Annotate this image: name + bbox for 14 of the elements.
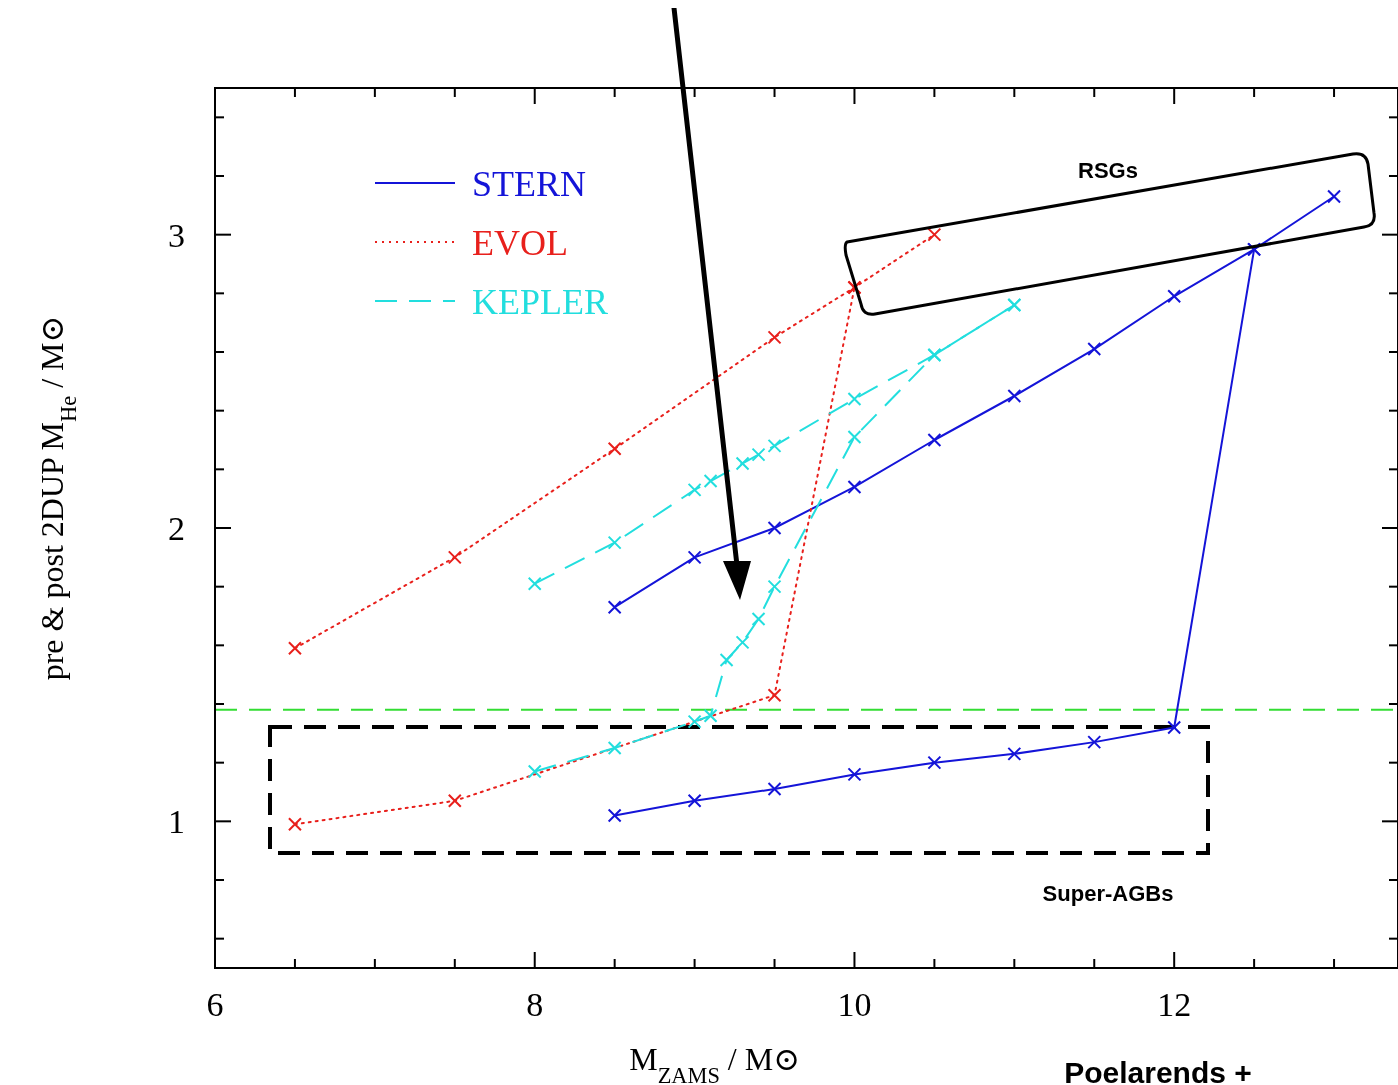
text: Poelarends + — [1064, 1056, 1252, 1085]
x-axis-title: M$_{ZAMS}$ / M⊙ — [629, 1041, 801, 1085]
annotation: RSGs — [1078, 158, 1138, 183]
x-tick-label: 6 — [206, 986, 224, 1023]
y-tick-label: 2 — [168, 510, 185, 547]
legend-label: STERN — [472, 164, 587, 204]
legend-label: EVOL — [472, 223, 568, 263]
x-tick-label: 8 — [526, 986, 544, 1023]
y-tick-label: 3 — [168, 216, 185, 254]
y-tick-label: 1 — [168, 803, 185, 841]
x-tick-label: 12 — [1157, 986, 1192, 1023]
legend-label: KEPLER — [472, 282, 609, 322]
x-tick-label: 10 — [837, 986, 872, 1023]
annotation: Super-AGBs — [1042, 881, 1174, 906]
